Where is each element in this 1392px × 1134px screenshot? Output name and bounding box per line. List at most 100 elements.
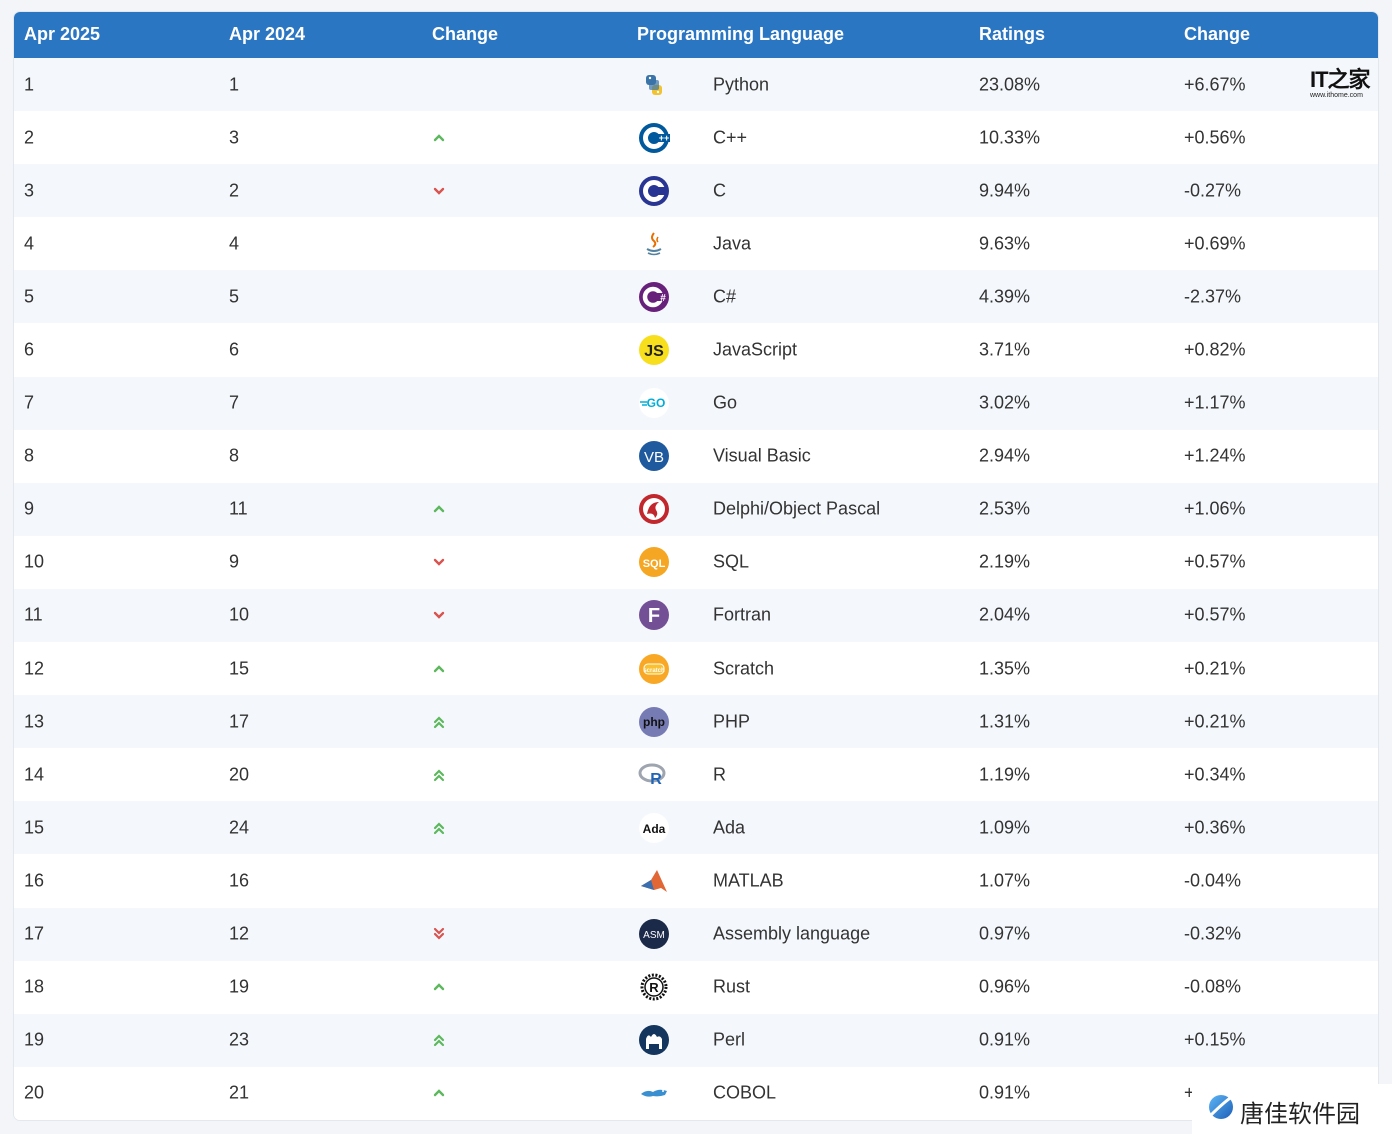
table-row[interactable]: 2 3 ++ C++ 10.33% +0.56% xyxy=(14,111,1378,165)
rating-value: 9.63% xyxy=(979,233,1031,254)
language-name[interactable]: COBOL xyxy=(713,1082,777,1103)
language-name[interactable]: Java xyxy=(713,233,752,254)
language-name[interactable]: Assembly language xyxy=(713,923,871,944)
svg-text:#: # xyxy=(660,293,666,304)
rank-apr-2024: 12 xyxy=(229,923,250,944)
table-row[interactable]: 14 20 R R 1.19% +0.34% xyxy=(14,748,1378,802)
rank-apr-2024: 2 xyxy=(229,180,240,201)
table-row[interactable]: 13 17 php PHP 1.31% +0.21% xyxy=(14,695,1378,749)
rating-value: 4.39% xyxy=(979,286,1031,307)
rating-change-value: +1.17% xyxy=(1184,392,1246,413)
header-rank-change[interactable]: Change xyxy=(432,24,499,44)
table-row[interactable]: 11 10 F Fortran 2.04% +0.57% xyxy=(14,588,1378,643)
language-name[interactable]: Fortran xyxy=(713,604,772,625)
ithome-url-text: www.ithome.com xyxy=(1310,92,1363,99)
rank-apr-2025: 15 xyxy=(24,817,45,838)
language-name[interactable]: PHP xyxy=(713,711,751,732)
language-name[interactable]: MATLAB xyxy=(713,870,784,891)
svg-text:SQL: SQL xyxy=(643,558,666,570)
rating-value: 10.33% xyxy=(979,127,1041,148)
header-rank-apr-2025[interactable]: Apr 2025 xyxy=(24,24,101,44)
php-logo-icon: php xyxy=(637,705,671,739)
table-row[interactable]: 15 24 Ada Ada 1.09% +0.36% xyxy=(14,801,1378,855)
svg-text:GO: GO xyxy=(647,396,666,410)
rating-value: 2.19% xyxy=(979,551,1031,572)
rank-apr-2025: 12 xyxy=(24,658,45,679)
table-row[interactable]: 4 4 Java 9.63% +0.69% xyxy=(14,217,1378,271)
rank-apr-2024: 6 xyxy=(229,339,240,360)
rating-value: 0.96% xyxy=(979,976,1031,997)
rating-value: 3.02% xyxy=(979,392,1031,413)
assembly-logo-icon: ASM xyxy=(637,917,671,951)
rank-apr-2025: 9 xyxy=(24,498,35,519)
cpp-logo-icon: ++ xyxy=(637,121,671,155)
language-name[interactable]: C xyxy=(713,180,726,201)
table-row[interactable]: 3 2 C 9.94% -0.27% xyxy=(14,164,1378,218)
language-name[interactable]: Go xyxy=(713,392,738,413)
rank-apr-2024: 23 xyxy=(229,1029,250,1050)
rating-change-value: -0.27% xyxy=(1184,180,1242,201)
rating-value: 2.04% xyxy=(979,604,1031,625)
language-name[interactable]: Rust xyxy=(713,976,751,997)
rating-change-value: +0.21% xyxy=(1184,658,1246,679)
language-name[interactable]: Python xyxy=(713,74,770,95)
rating-change-value: -0.04% xyxy=(1184,870,1242,891)
fortran-logo-icon: F xyxy=(637,598,671,632)
table-row[interactable]: 8 8 VB Visual Basic 2.94% +1.24% xyxy=(14,429,1378,483)
table-row[interactable]: 7 7 GO Go 3.02% +1.17% xyxy=(14,376,1378,430)
rank-apr-2024: 24 xyxy=(229,817,250,838)
table-row[interactable]: 5 5 # C# 4.39% -2.37% xyxy=(14,270,1378,324)
table-header: Apr 2025 Apr 2024 Change Programming Lan… xyxy=(14,12,1378,58)
sql-logo-icon: SQL xyxy=(637,545,671,579)
language-name[interactable]: Visual Basic xyxy=(713,445,811,466)
ithome-watermark-logo: IT之家 www.ithome.com xyxy=(1306,62,1372,102)
table-row[interactable]: 18 19 R Rust 0.96% -0.08% xyxy=(14,960,1378,1014)
rating-value: 0.91% xyxy=(979,1029,1031,1050)
language-name[interactable]: C++ xyxy=(713,127,748,148)
language-name[interactable]: JavaScript xyxy=(713,339,798,360)
language-name[interactable]: C# xyxy=(713,286,737,307)
language-name[interactable]: R xyxy=(713,764,726,785)
rank-apr-2025: 11 xyxy=(24,604,43,625)
rank-apr-2025: 10 xyxy=(24,551,45,572)
go-logo-icon: GO xyxy=(637,386,671,420)
java-logo-icon xyxy=(637,227,671,261)
trend-down-icon xyxy=(432,609,446,621)
table-row[interactable]: 12 15 scratch Scratch 1.35% +0.21% xyxy=(14,642,1378,696)
table-row[interactable]: 17 12 ASM Assembly language 0.97% -0.32% xyxy=(14,907,1378,961)
trend-up-icon xyxy=(432,663,446,675)
svg-text:scratch: scratch xyxy=(643,668,665,674)
language-name[interactable]: Ada xyxy=(713,817,746,838)
table-row[interactable]: 10 9 SQL SQL 2.19% +0.57% xyxy=(14,535,1378,589)
rating-value: 3.71% xyxy=(979,339,1031,360)
header-ratings-change[interactable]: Change xyxy=(1184,24,1251,44)
language-name[interactable]: Scratch xyxy=(713,658,775,679)
rank-apr-2025: 3 xyxy=(24,180,35,201)
svg-text:JS: JS xyxy=(644,343,664,360)
rank-apr-2024: 10 xyxy=(229,604,250,625)
table-row[interactable]: 16 16 MATLAB 1.07% -0.04% xyxy=(14,854,1378,908)
language-name[interactable]: SQL xyxy=(713,551,750,572)
svg-text:Ada: Ada xyxy=(643,822,666,836)
table-row[interactable]: 19 23 Perl 0.91% +0.15% xyxy=(14,1013,1378,1067)
ithome-logo-text: IT之家 xyxy=(1310,67,1371,92)
trend-up2-icon xyxy=(432,821,446,835)
trend-up-icon xyxy=(432,981,446,993)
table-row[interactable]: 6 6 JS JavaScript 3.71% +0.82% xyxy=(14,323,1378,377)
table-row[interactable]: 1 1 Python 23.08% +6.67% xyxy=(14,58,1378,112)
header-programming-language[interactable]: Programming Language xyxy=(637,24,845,44)
rating-value: 1.09% xyxy=(979,817,1031,838)
table-row[interactable]: 9 11 Delphi/Object Pascal 2.53% +1.06% xyxy=(14,482,1378,536)
language-name[interactable]: Delphi/Object Pascal xyxy=(713,498,881,519)
rank-apr-2025: 13 xyxy=(24,711,45,732)
rating-change-value: -2.37% xyxy=(1184,286,1242,307)
rating-value: 9.94% xyxy=(979,180,1031,201)
rating-change-value: +0.57% xyxy=(1184,551,1246,572)
rank-apr-2024: 20 xyxy=(229,764,250,785)
svg-text:R: R xyxy=(649,980,659,995)
rank-apr-2024: 9 xyxy=(229,551,240,572)
header-ratings[interactable]: Ratings xyxy=(979,24,1046,44)
language-name[interactable]: Perl xyxy=(713,1029,746,1050)
header-rank-apr-2024[interactable]: Apr 2024 xyxy=(229,24,306,44)
